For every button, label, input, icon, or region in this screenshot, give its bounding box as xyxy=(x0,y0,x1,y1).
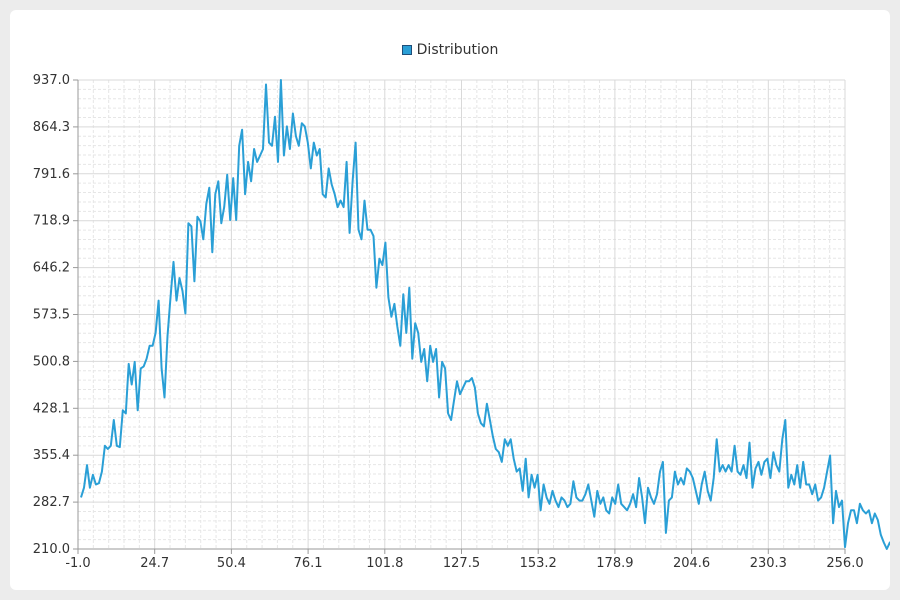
y-tick-label: 937.0 xyxy=(33,73,70,88)
y-tick-label: 646.2 xyxy=(33,261,70,276)
x-tick-label: 101.8 xyxy=(366,556,403,571)
y-tick-label: 210.0 xyxy=(33,542,70,557)
y-tick-label: 864.3 xyxy=(33,120,70,135)
legend: Distribution xyxy=(10,42,890,58)
x-tick-label: 256.0 xyxy=(826,556,863,571)
legend-swatch-distribution xyxy=(401,45,412,55)
x-tick-label: 204.6 xyxy=(673,556,710,571)
x-tick-label: 230.3 xyxy=(750,556,787,571)
y-tick-label: 282.7 xyxy=(33,495,70,510)
legend-label-distribution[interactable]: Distribution xyxy=(416,42,499,58)
x-tick-label: 76.1 xyxy=(294,556,323,571)
series-line-distribution[interactable] xyxy=(80,79,890,550)
x-tick-label: 50.4 xyxy=(217,556,246,571)
y-tick-label: 355.4 xyxy=(33,448,70,463)
line-chart: -1.0 24.7 50.4 76.1 101.8 127.5 153.2 178.9 204.… xyxy=(33,73,890,571)
chart-card: Distribution -1.0 24.7 50.4 76.1 101.8 127.5 1… xyxy=(10,10,890,590)
x-tick-label: 24.7 xyxy=(140,556,169,571)
y-tick-label: 718.9 xyxy=(33,214,70,229)
x-tick-label: 178.9 xyxy=(596,556,633,571)
y-tick-label: 791.6 xyxy=(33,167,70,182)
y-tick-label: 500.8 xyxy=(33,354,70,369)
x-tick-label: -1.0 xyxy=(65,556,90,571)
y-tick-label: 428.1 xyxy=(33,401,70,416)
x-tick-label: 153.2 xyxy=(520,556,557,571)
x-tick-label: 127.5 xyxy=(443,556,480,571)
y-tick-label: 573.5 xyxy=(33,308,70,323)
